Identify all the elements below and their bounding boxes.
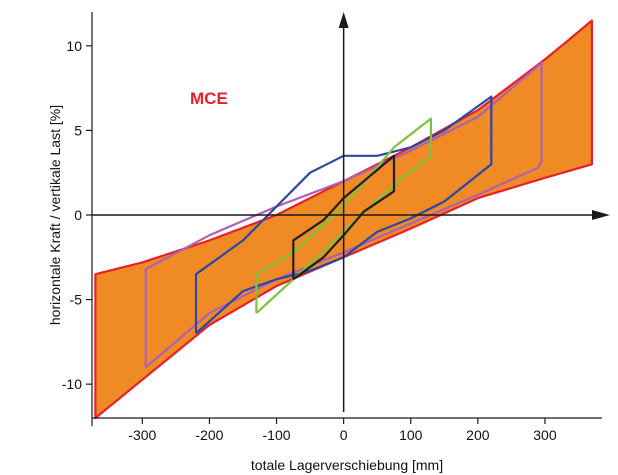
x-axis-arrow — [592, 210, 610, 220]
y-axis-arrow — [338, 12, 349, 28]
y-tick-label: 10 — [66, 38, 82, 54]
series-green-loop — [255, 117, 432, 314]
y-tick-label: 0 — [74, 207, 82, 223]
y-axis-title: horizontale Kraft / vertikale Last [%] — [47, 105, 63, 325]
y-tick-label: 5 — [74, 122, 82, 138]
y-tick-label: -10 — [62, 376, 82, 392]
series-blue-loop — [194, 95, 493, 335]
x-tick-label: 300 — [533, 427, 557, 443]
x-axis-title: totale Lagerverschiebung [mm] — [251, 457, 443, 473]
ticks-layer: -300 -200 -100 0 100 200 300 -10 -5 0 5 10 — [62, 38, 557, 443]
series-black-loop — [292, 154, 396, 281]
x-tick-label: 0 — [340, 427, 348, 443]
x-tick-label: 200 — [466, 427, 490, 443]
x-tick-label: -300 — [128, 427, 156, 443]
x-tick-label: -100 — [263, 427, 291, 443]
axes-layer — [91, 12, 610, 426]
mce-annotation: MCE — [190, 89, 228, 108]
y-tick-label: -5 — [70, 292, 83, 308]
x-tick-label: -200 — [195, 427, 223, 443]
x-tick-label: 100 — [399, 427, 423, 443]
